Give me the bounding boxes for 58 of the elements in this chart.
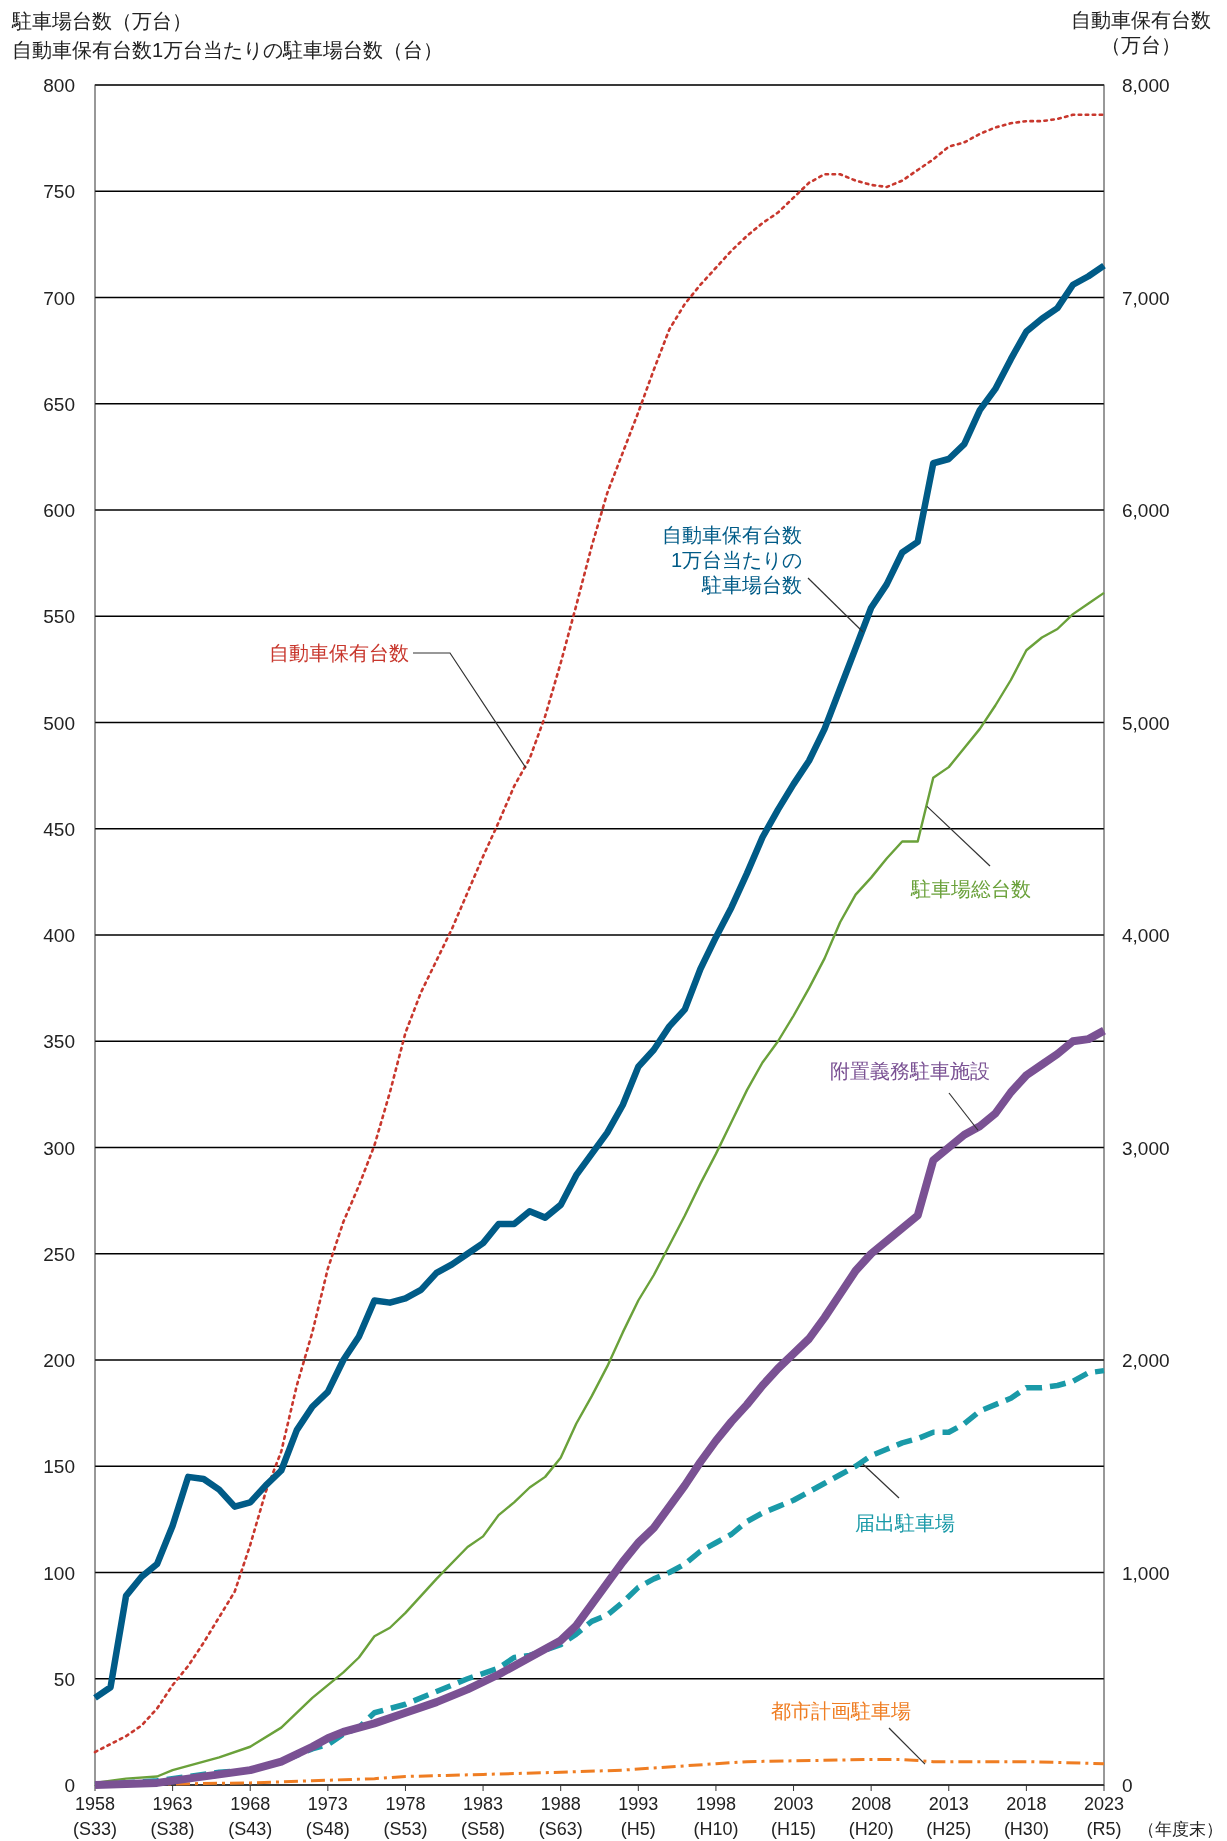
y2-tick-label: 7,000 (1122, 287, 1170, 309)
y-tick-label: 450 (43, 818, 75, 840)
text: (H30) (1003, 1819, 1049, 1839)
y2-tick-label: 4,000 (1122, 925, 1170, 946)
x-tick-label: 1993 (618, 1794, 659, 1814)
text: (S63) (538, 1819, 583, 1839)
y-tick-label: 100 (43, 1562, 75, 1584)
x-tick-label: 2013 (928, 1794, 969, 1814)
y-tick-label: 550 (43, 606, 75, 628)
y-tick-label: 650 (43, 393, 75, 415)
y-tick-label: 0 (64, 1775, 75, 1796)
text: (H10) (693, 1819, 739, 1839)
y-tick-label: 400 (43, 925, 75, 946)
y-tick-label: 700 (43, 287, 75, 309)
y-tick-label: 800 (43, 75, 75, 96)
text: (S58) (461, 1819, 506, 1839)
text: (H20) (848, 1819, 894, 1839)
x-tick-label: 2003 (773, 1794, 814, 1814)
text: (S43) (228, 1819, 273, 1839)
y-tick-label: 200 (43, 1350, 75, 1371)
y-tick-label: 500 (43, 712, 75, 734)
x-tick-label: 1983 (463, 1794, 504, 1814)
text: (S48) (305, 1819, 350, 1839)
y-tick-label: 250 (43, 1243, 75, 1265)
text: (H25) (926, 1819, 972, 1839)
text: (S53) (383, 1819, 428, 1839)
y2-tick-label: 8,000 (1122, 75, 1170, 96)
x-tick-label: 2023 (1083, 1794, 1125, 1814)
y2-tick-label: 0 (1122, 1775, 1133, 1796)
x-tick-label: 1978 (385, 1794, 426, 1814)
x-tick-label: 1958 (74, 1794, 116, 1814)
y-tick-label: 300 (43, 1137, 75, 1159)
x-tick-label: 1988 (540, 1794, 581, 1814)
x-tick-label: 2018 (1006, 1794, 1047, 1814)
y2label: 自動車保有台数（万台） (1070, 8, 1212, 58)
x-tick-label: 1973 (307, 1794, 348, 1814)
x-tick-label: 1998 (695, 1794, 736, 1814)
text: 自動車保有台数1万台当たりの駐車場台数（台） (12, 39, 444, 61)
text: (H15) (771, 1819, 817, 1839)
x-tick-label: 1968 (230, 1794, 271, 1814)
text: (R5) (1086, 1819, 1122, 1839)
y2-tick-label: 1,000 (1122, 1562, 1170, 1584)
y-tick-label: 50 (53, 1668, 75, 1690)
y-tick-label: 150 (43, 1456, 75, 1478)
y-tick-label: 600 (43, 500, 75, 521)
y2-tick-label: 5,000 (1122, 712, 1170, 734)
y-axis-title: 駐車場台数（万台） (11, 10, 192, 32)
y2-tick-label: 2,000 (1122, 1350, 1170, 1371)
x-tick-label: 1963 (152, 1794, 193, 1814)
y-tick-label: 350 (43, 1031, 75, 1053)
text: (S33) (72, 1819, 118, 1839)
text: (H5) (620, 1819, 656, 1839)
x-tick-label: 2008 (851, 1794, 892, 1814)
y2-tick-label: 3,000 (1122, 1137, 1170, 1159)
text: （年度末） (1138, 1820, 1223, 1839)
y2-tick-label: 6,000 (1122, 500, 1170, 521)
text: (S38) (150, 1819, 195, 1839)
y-tick-label: 750 (43, 181, 75, 203)
